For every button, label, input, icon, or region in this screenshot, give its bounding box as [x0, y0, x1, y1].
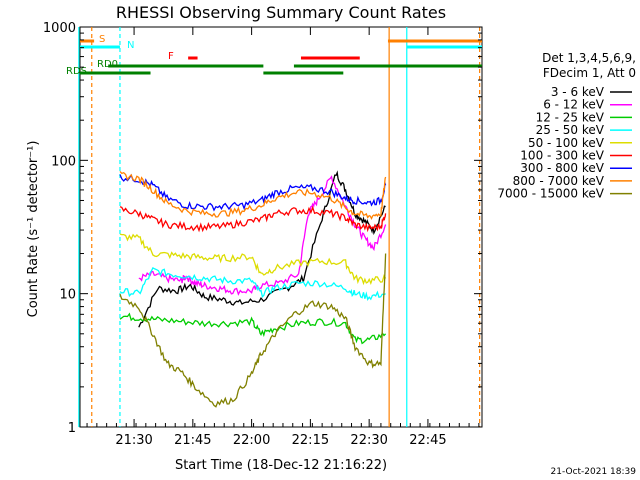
series-line-0 [138, 170, 386, 328]
legend-header-1: Det 1,3,4,5,6,9, [542, 51, 636, 65]
legend-label-7: 800 - 7000 keV [513, 174, 605, 188]
flag-label-n: N [127, 40, 134, 51]
x-axis-label: Start Time (18-Dec-12 21:16:22) [175, 458, 387, 473]
legend-label-1: 6 - 12 keV [543, 98, 605, 112]
legend-header-2: FDecim 1, Att 0 [543, 66, 636, 80]
flag-label-rd0: RD0 [97, 59, 118, 70]
series-line-6 [119, 173, 387, 212]
series-line-7 [119, 170, 387, 221]
legend-label-3: 25 - 50 keV [536, 123, 605, 137]
y-axis-label: Count Rate (s⁻¹ detector⁻¹) [26, 141, 41, 318]
series-line-1 [138, 175, 387, 296]
series-line-2 [119, 312, 387, 345]
flag-label-rds: RDS [66, 66, 87, 77]
footer-date: 21-Oct-2021 18:39 [551, 467, 637, 477]
y-tick-label-1: 10 [59, 288, 76, 303]
legend-label-8: 7000 - 15000 keV [497, 187, 604, 201]
x-tick-label-1: 21:45 [174, 433, 211, 448]
flag-label-f: F [168, 51, 174, 62]
legend-label-4: 50 - 100 keV [528, 136, 605, 150]
legend-label-2: 12 - 25 keV [536, 110, 605, 124]
plot-frame [79, 26, 483, 428]
series-line-4 [119, 233, 387, 286]
legend-label-0: 3 - 6 keV [551, 85, 605, 99]
x-tick-label-2: 22:00 [233, 433, 270, 448]
x-tick-label-5: 22:45 [409, 433, 446, 448]
x-tick-label-0: 21:30 [115, 433, 152, 448]
series-line-5 [119, 205, 387, 233]
legend-label-6: 300 - 800 keV [520, 161, 604, 175]
x-tick-label-3: 22:15 [292, 433, 329, 448]
y-tick-label-2: 100 [51, 154, 76, 169]
y-tick-label-3: 1000 [43, 21, 76, 36]
legend-label-5: 100 - 300 keV [520, 149, 604, 163]
chart-title: RHESSI Observing Summary Count Rates [116, 3, 446, 22]
x-tick-label-4: 22:30 [350, 433, 387, 448]
series-line-8 [119, 253, 387, 408]
y-tick-label-0: 1 [68, 421, 76, 436]
series-line-3 [119, 267, 386, 301]
flag-label-s: S [99, 34, 105, 45]
